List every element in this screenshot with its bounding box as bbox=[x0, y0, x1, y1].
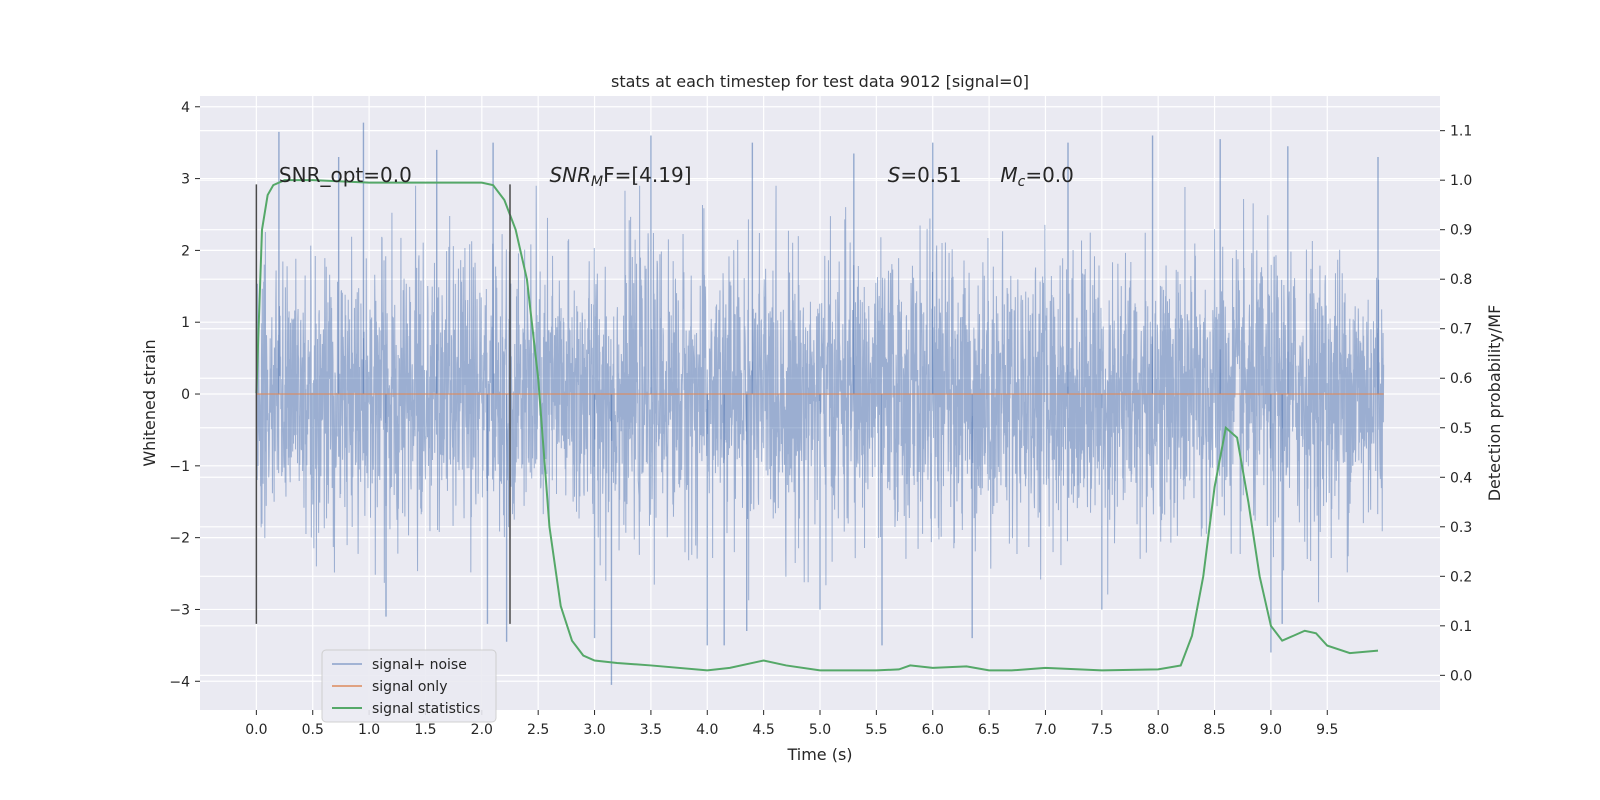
y2-tick-label: 0.7 bbox=[1450, 322, 1472, 338]
legend: signal+ noise signal only signal statistic… bbox=[321, 649, 497, 723]
y2-tick-label: 0.8 bbox=[1450, 272, 1472, 288]
y2-tick-label: 1.1 bbox=[1450, 124, 1472, 140]
y2-tick-label: 0.6 bbox=[1450, 371, 1472, 387]
x-tick-label: 6.5 bbox=[978, 722, 1000, 738]
annotations: SNR_opt=0.0 SNRMF=[4.19] S=0.51 Mc=0.0 bbox=[279, 163, 1074, 190]
y2-tick-label: 0.4 bbox=[1450, 470, 1472, 486]
y2-tick-label: 0.0 bbox=[1450, 668, 1472, 684]
series-signal-statistics bbox=[255, 179, 1379, 672]
x-tick-label: 2.0 bbox=[471, 722, 493, 738]
axes: 0.0 0.5 1.0 1.5 2.0 2.5 3.0 3.5 4.0 4.5 5.0 5.5 6.0 6… bbox=[169, 100, 1472, 738]
y2-axis-label: Detection probability/MF bbox=[1485, 305, 1504, 502]
y2-tick-label: 0.9 bbox=[1450, 223, 1472, 239]
x-tick-label: 0.0 bbox=[245, 722, 267, 738]
y-tick-label: 2 bbox=[181, 243, 190, 259]
y-tick-label: 0 bbox=[181, 387, 190, 403]
legend-label: signal+ noise bbox=[372, 657, 467, 673]
x-tick-label: 3.0 bbox=[583, 722, 605, 738]
x-tick-label: 4.5 bbox=[753, 722, 775, 738]
y2-tick-label: 0.1 bbox=[1450, 619, 1472, 635]
annotation: Mc=0.0 bbox=[1000, 163, 1074, 190]
x-tick-label: 4.0 bbox=[696, 722, 718, 738]
annotation: S=0.51 bbox=[888, 163, 962, 187]
x-tick-label: 9.5 bbox=[1316, 722, 1338, 738]
y-tick-label: 4 bbox=[181, 100, 190, 116]
y2-tick-label: 0.3 bbox=[1450, 520, 1472, 536]
x-tick-label: 1.0 bbox=[358, 722, 380, 738]
annotation: SNRMF=[4.19] bbox=[549, 163, 691, 190]
y-tick-label: −4 bbox=[169, 674, 190, 690]
x-tick-label: 7.5 bbox=[1091, 722, 1113, 738]
x-tick-label: 5.0 bbox=[809, 722, 831, 738]
y2-tick-label: 0.5 bbox=[1450, 421, 1472, 437]
x-tick-label: 8.0 bbox=[1147, 722, 1169, 738]
x-tick-label: 9.0 bbox=[1260, 722, 1282, 738]
x-tick-label: 1.5 bbox=[414, 722, 436, 738]
y-tick-label: −3 bbox=[169, 602, 190, 618]
y-tick-label: −2 bbox=[169, 531, 190, 547]
y-tick-label: −1 bbox=[169, 459, 190, 475]
legend-box bbox=[321, 649, 497, 723]
y-tick-label: 3 bbox=[181, 172, 190, 188]
x-tick-label: 6.0 bbox=[922, 722, 944, 738]
legend-label: signal statistics bbox=[372, 701, 480, 717]
plot-area bbox=[255, 122, 1385, 685]
x-tick-label: 3.5 bbox=[640, 722, 662, 738]
x-tick-label: 7.0 bbox=[1034, 722, 1056, 738]
x-tick-label: 5.5 bbox=[865, 722, 887, 738]
y2-tick-label: 0.2 bbox=[1450, 569, 1472, 585]
x-tick-label: 0.5 bbox=[302, 722, 324, 738]
annotation: SNR_opt=0.0 bbox=[279, 163, 412, 187]
x-tick-label: 8.5 bbox=[1203, 722, 1225, 738]
y-tick-label: 1 bbox=[181, 315, 190, 331]
x-tick-label: 2.5 bbox=[527, 722, 549, 738]
x-axis-label: Time (s) bbox=[786, 745, 852, 764]
y-axis-label: Whitened strain bbox=[140, 339, 159, 466]
legend-label: signal only bbox=[372, 679, 447, 695]
chart-title: stats at each timestep for test data 901… bbox=[611, 72, 1029, 91]
y2-tick-label: 1.0 bbox=[1450, 173, 1472, 189]
